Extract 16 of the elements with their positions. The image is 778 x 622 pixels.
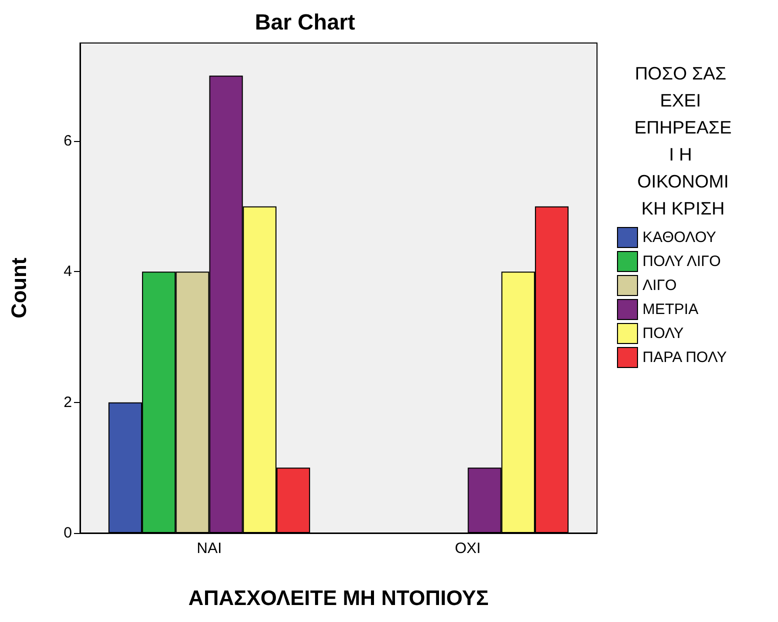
legend-label: ΚΑΘΟΛΟΥ <box>642 229 716 246</box>
x-tick-label: ΟΧΙ <box>454 540 481 557</box>
legend-label: ΠΟΛΥ ΛΙΓΟ <box>642 253 721 270</box>
legend-label: ΜΕΤΡΙΑ <box>642 301 698 318</box>
x-axis-title: ΑΠΑΣΧΟΛΕΙΤΕ ΜΗ ΝΤΟΠΙΟΥΣ <box>188 587 489 610</box>
legend-label: ΠΑΡΑ ΠΟΛΥ <box>642 349 727 366</box>
y-tick-label: 6 <box>64 132 72 150</box>
y-tick-label: 4 <box>64 263 72 280</box>
y-tick-label: 2 <box>64 394 72 411</box>
y-tick-label: 0 <box>64 524 72 542</box>
legend-label: ΠΟΛΥ <box>642 325 684 342</box>
y-axis-title: Count <box>8 258 31 318</box>
legend-label: ΛΙΓΟ <box>642 277 677 294</box>
x-tick-label: ΝΑΙ <box>196 540 222 557</box>
chart-title: Bar Chart <box>254 10 356 34</box>
legend-title: ΠΟΣΟ ΣΑΣ ΕΧΕΙ ΕΠΗΡΕΑΣΕΙ Η ΟΙΚΟΝΟΜΙΚΗ ΚΡΙΣΗ <box>634 64 732 218</box>
